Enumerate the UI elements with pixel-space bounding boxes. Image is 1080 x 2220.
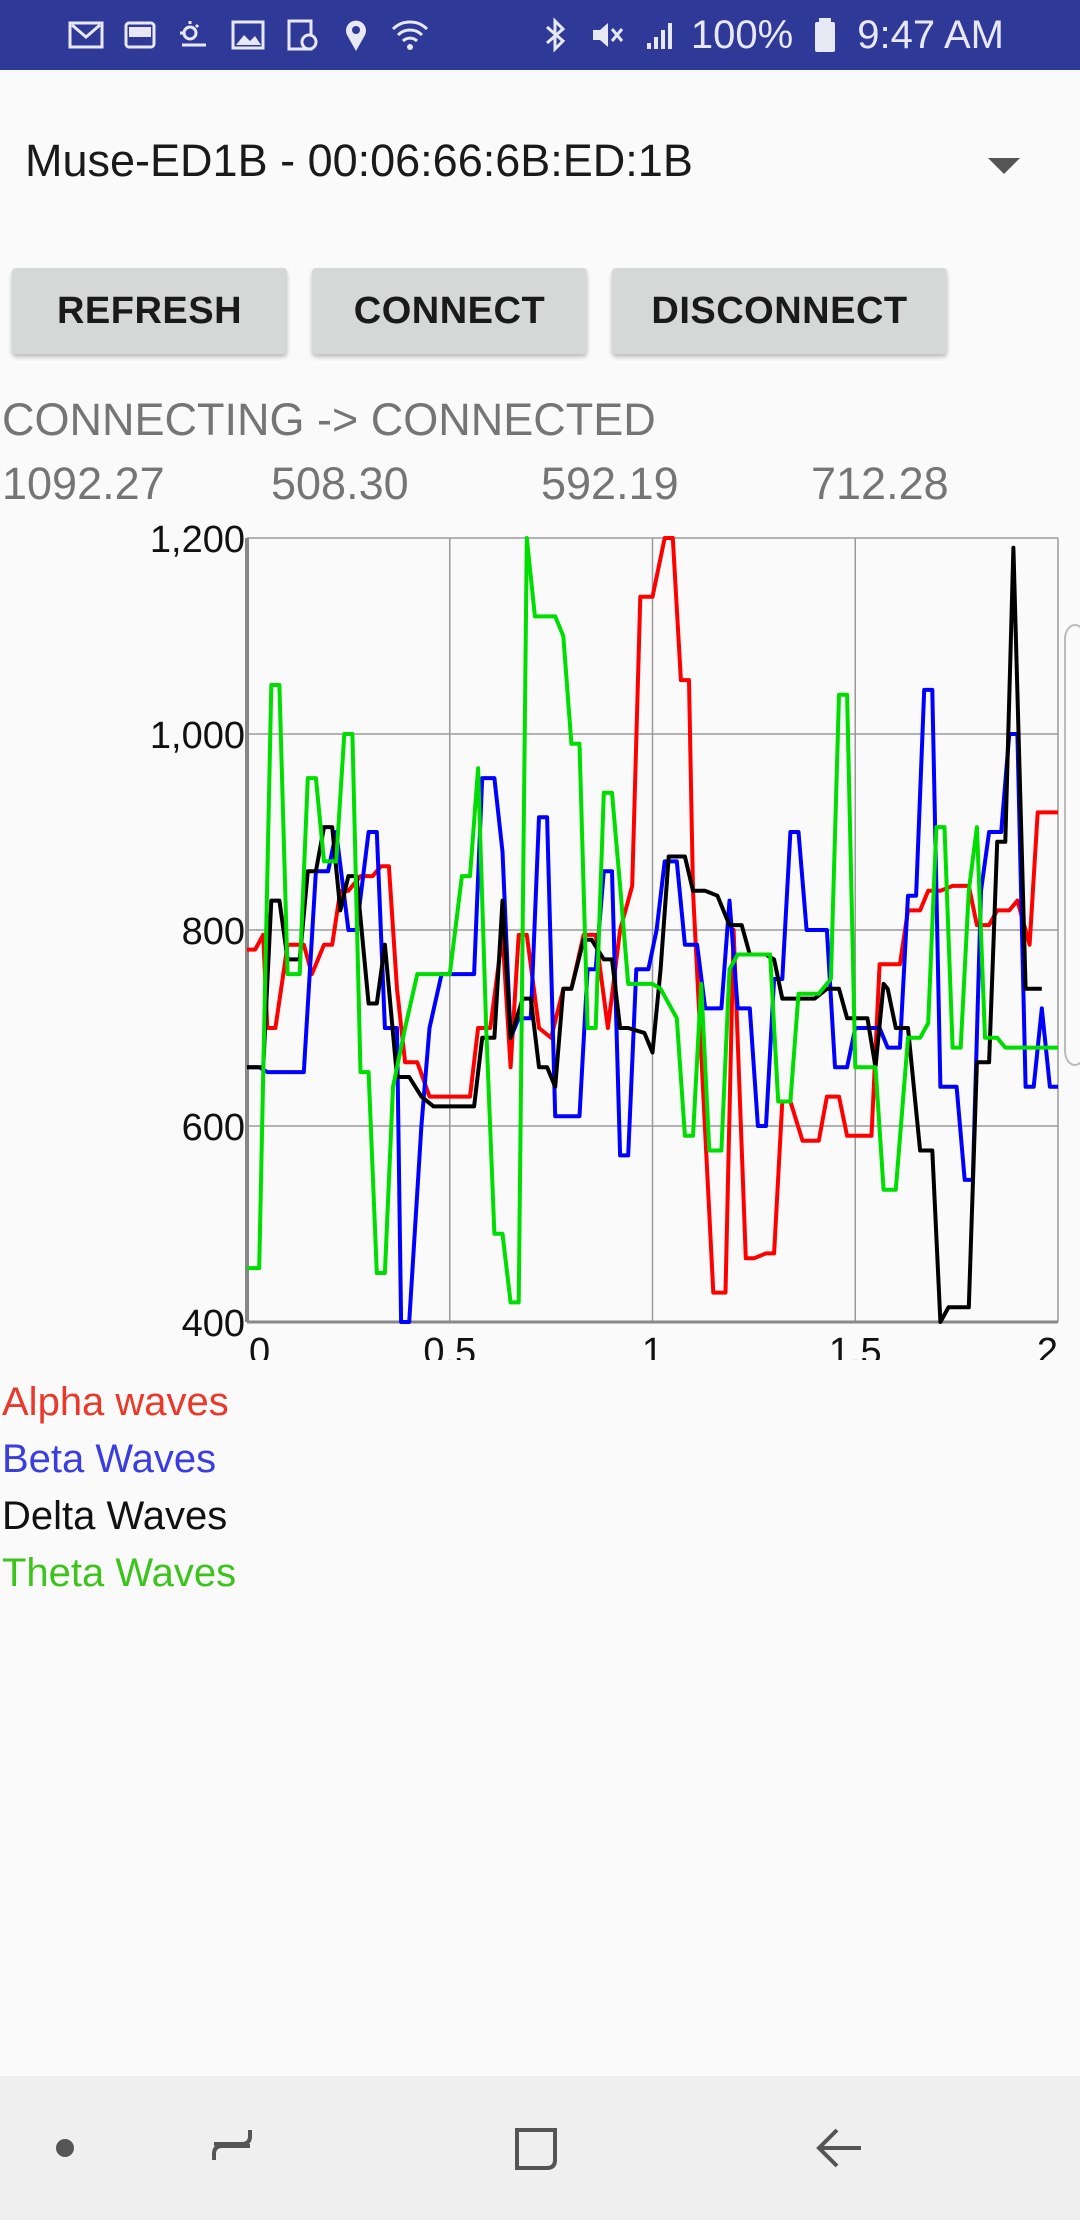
home-icon[interactable] — [505, 2116, 569, 2180]
gallery-icon — [228, 15, 268, 55]
x-tick-label: 1.5 — [829, 1331, 882, 1360]
y-tick-label: 1,000 — [150, 715, 245, 757]
lte-signal-icon — [639, 15, 679, 55]
recent-apps-icon[interactable] — [202, 2116, 266, 2180]
calendar-icon — [282, 15, 322, 55]
status-bar-system-icons: 100% 9:47 AM — [535, 10, 1004, 60]
battery-icon — [805, 15, 845, 55]
weather-icon — [174, 15, 214, 55]
series-line-beta — [247, 687, 1058, 1324]
theta-value: 712.28 — [811, 458, 949, 509]
status-bar: 100% 9:47 AM — [0, 0, 1080, 70]
x-tick-label: 2 — [1037, 1331, 1058, 1360]
connect-button[interactable]: CONNECT — [312, 268, 587, 354]
disconnect-button[interactable]: DISCONNECT — [612, 268, 947, 354]
delta-value: 592.19 — [541, 458, 679, 509]
wave-chart-svg: 400 600 800 1,000 1,200 0 0.5 1 1.5 2 — [150, 520, 1080, 1360]
back-icon[interactable] — [807, 2116, 871, 2180]
wave-chart[interactable]: 400 600 800 1,000 1,200 0 0.5 1 1.5 2 — [0, 520, 1080, 1360]
scroll-handle — [1064, 624, 1080, 1066]
status-bar-notification-icons — [66, 12, 430, 58]
mute-icon — [587, 15, 627, 55]
beta-value: 508.30 — [271, 458, 409, 509]
wave-values-row: 1092.27 508.30 592.19 712.28 — [0, 458, 1080, 518]
bluetooth-icon — [535, 15, 575, 55]
location-icon — [336, 15, 376, 55]
y-tick-label: 400 — [182, 1303, 245, 1345]
legend-item-theta: Theta Waves — [2, 1551, 237, 1595]
series-line-theta — [247, 536, 1058, 1305]
x-tick-label: 1 — [642, 1331, 663, 1360]
legend-item-alpha: Alpha waves — [2, 1380, 229, 1424]
refresh-button[interactable]: REFRESH — [12, 268, 287, 354]
y-tick-label: 600 — [182, 1107, 245, 1149]
screen-icon — [120, 15, 160, 55]
y-tick-label: 800 — [182, 911, 245, 953]
navigation-bar — [0, 2076, 1080, 2220]
connection-status: CONNECTING -> CONNECTED — [2, 394, 656, 445]
alpha-value: 1092.27 — [2, 458, 165, 509]
device-spinner-selected: Muse-ED1B - 00:06:66:6B:ED:1B — [25, 135, 693, 186]
device-spinner[interactable]: Muse-ED1B - 00:06:66:6B:ED:1B — [0, 100, 1080, 230]
battery-percent: 100% — [690, 12, 794, 57]
dropdown-arrow-icon[interactable] — [988, 158, 1020, 174]
x-tick-label: 0.5 — [423, 1331, 476, 1360]
wifi-icon — [390, 15, 430, 55]
legend-item-delta: Delta Waves — [2, 1494, 228, 1538]
gmail-icon — [66, 15, 106, 55]
series-line-delta — [247, 545, 1042, 1324]
dot-icon[interactable] — [33, 2116, 97, 2180]
legend-item-beta: Beta Waves — [2, 1437, 217, 1481]
y-tick-label: 1,200 — [150, 520, 245, 561]
x-tick-label: 0 — [249, 1331, 270, 1360]
chart-legend: Alpha waves Beta Waves Delta Waves Theta… — [2, 1374, 236, 1602]
clock: 9:47 AM — [857, 12, 1004, 57]
